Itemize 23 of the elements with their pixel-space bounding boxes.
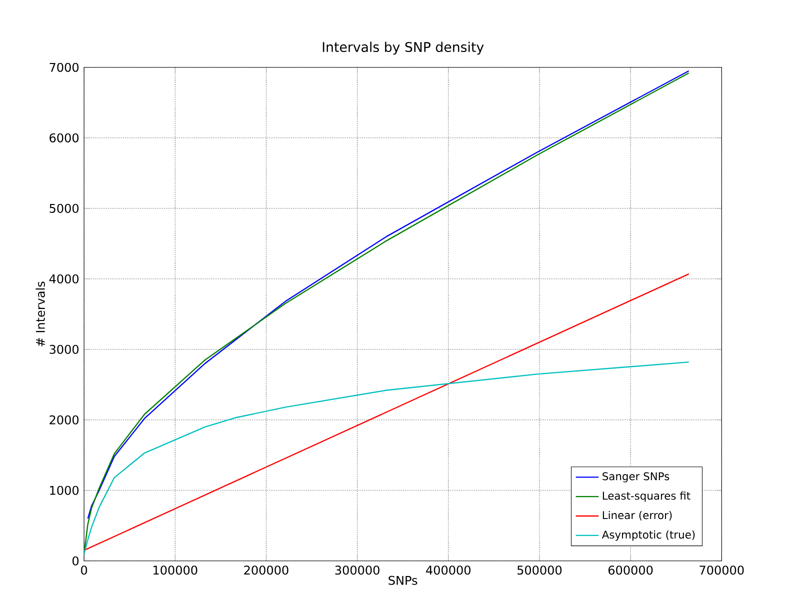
y-tick-label: 3000 xyxy=(50,344,79,354)
x-tick-label: 700000 xyxy=(700,566,744,575)
x-tick-label: 0 xyxy=(81,566,88,575)
y-tick-label: 2000 xyxy=(50,415,79,424)
legend-label: Sanger SNPs xyxy=(602,472,670,482)
x-tick-label: 200000 xyxy=(244,566,288,575)
y-tick-label: 1000 xyxy=(50,486,79,495)
legend-label: Least-squares fit xyxy=(602,492,690,502)
legend-label: Asymptotic (true) xyxy=(602,530,695,541)
y-tick-label: 6000 xyxy=(50,133,79,142)
y-axis-title: # Intervals xyxy=(36,282,45,346)
chart-title: Intervals by SNP density xyxy=(322,42,484,55)
x-tick-label: 300000 xyxy=(335,566,380,575)
x-tick-label: 600000 xyxy=(608,566,653,575)
y-tick-label: 5000 xyxy=(50,204,79,213)
x-axis-title: SNPs xyxy=(388,576,418,585)
legend-label: Linear (error) xyxy=(602,510,672,520)
y-tick-label: 0 xyxy=(72,556,79,566)
x-tick-label: 500000 xyxy=(517,566,562,575)
x-tick-label: 400000 xyxy=(426,566,470,575)
x-tick-label: 100000 xyxy=(154,566,198,575)
y-tick-label: 7000 xyxy=(50,62,79,72)
y-tick-label: 4000 xyxy=(49,274,79,284)
